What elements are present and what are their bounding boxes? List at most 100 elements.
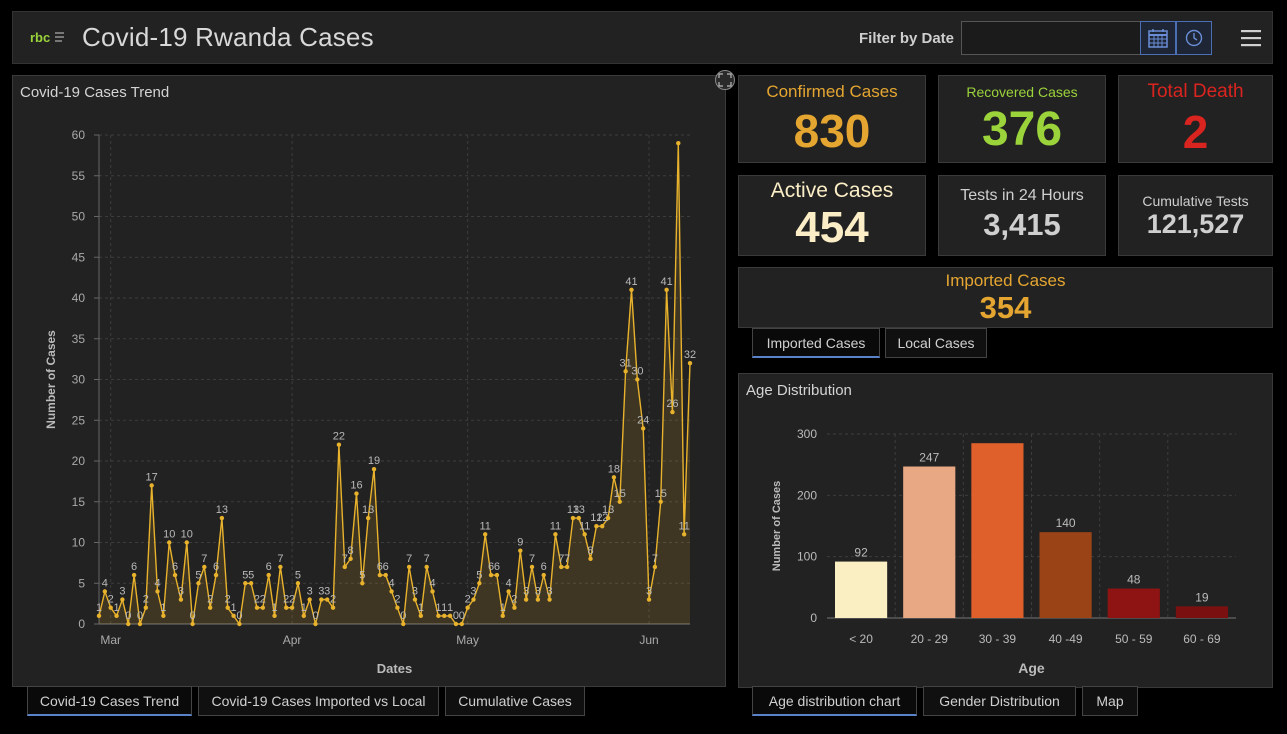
data-point (202, 564, 207, 570)
calendar-button[interactable] (1140, 21, 1176, 55)
data-label: 1 (500, 602, 506, 614)
data-label: 11 (550, 520, 561, 532)
data-label: 8 (348, 545, 354, 557)
tab-gender-distribution[interactable]: Gender Distribution (923, 686, 1076, 716)
data-label: 2 (108, 594, 114, 606)
data-point (319, 597, 324, 602)
data-point (623, 369, 628, 374)
y-tick-label: 0 (810, 611, 817, 625)
y-tick-label: 55 (72, 169, 86, 183)
y-tick-label: 60 (72, 128, 86, 142)
tab-age-distribution-chart[interactable]: Age distribution chart (752, 686, 917, 716)
data-point (248, 581, 254, 586)
data-label: 7 (558, 553, 564, 565)
data-label: 41 (660, 276, 672, 288)
data-point (178, 597, 184, 602)
data-point (161, 613, 166, 619)
data-point (617, 499, 622, 504)
data-label: 0 (137, 610, 143, 622)
logo-text: rbc (30, 30, 50, 45)
data-label: 2 (225, 594, 231, 606)
date-filter-input[interactable] (961, 21, 1141, 55)
tab-local-cases[interactable]: Local Cases (885, 328, 987, 358)
data-point (564, 564, 570, 570)
age-panel-title: Age Distribution (746, 382, 852, 399)
tab-cumulative-cases[interactable]: Cumulative Cases (445, 686, 585, 716)
data-point (126, 621, 131, 627)
series-line (98, 143, 691, 626)
cumulative-tests-value: 121,527 (1146, 209, 1245, 239)
data-point (377, 572, 383, 578)
bar (1107, 588, 1160, 618)
x-axis-title: Age (1018, 660, 1045, 676)
recovered-cases-label: Recovered Cases (966, 84, 1078, 100)
x-tick-label: Jun (639, 633, 658, 647)
data-point (418, 613, 424, 619)
data-point (570, 515, 576, 521)
tab-imported-vs-local[interactable]: Covid-19 Cases Imported vs Local (198, 686, 439, 716)
data-point (172, 572, 178, 578)
data-point (523, 597, 529, 602)
data-point (131, 572, 137, 578)
time-button[interactable] (1176, 21, 1212, 55)
data-point (676, 140, 681, 146)
y-tick-label: 0 (78, 617, 85, 631)
y-axis-title: Number of Cases (771, 481, 783, 571)
expand-button[interactable] (715, 70, 735, 90)
data-label: 31 (620, 357, 632, 369)
data-point (646, 597, 652, 602)
data-label: 2 (289, 594, 295, 606)
data-point (342, 564, 347, 570)
data-label: 10 (181, 529, 193, 541)
data-point (535, 597, 541, 602)
data-point (313, 621, 318, 627)
data-label: 16 (350, 480, 362, 492)
tab-cases-trend[interactable]: Covid-19 Cases Trend (27, 686, 192, 716)
data-point (360, 581, 365, 586)
data-point (196, 581, 201, 586)
imported-cases-label: Imported Cases (945, 271, 1066, 290)
data-point (465, 605, 470, 610)
data-label: 1 (113, 602, 119, 614)
data-point (687, 361, 693, 366)
y-tick-label: 25 (72, 413, 86, 427)
data-label: 7 (529, 553, 535, 565)
data-label: 3 (324, 586, 330, 598)
rbc-logo: rbc (30, 30, 64, 45)
tab-imported-cases[interactable]: Imported Cases (752, 328, 880, 358)
data-point (453, 621, 459, 627)
data-point (207, 605, 213, 610)
tests-24-hours-label: Tests in 24 Hours (960, 187, 1084, 204)
menu-icon[interactable] (1239, 26, 1263, 50)
data-label: 5 (359, 569, 365, 581)
active-cases-value: 454 (795, 203, 869, 252)
data-point (365, 515, 371, 521)
data-label: 3 (119, 586, 125, 598)
age-distribution-panel: Age Distribution 0 100 200 300 92 < 20 247 20 -… (738, 373, 1273, 688)
data-point (243, 581, 248, 586)
data-label: 0 (459, 610, 465, 622)
y-tick-label: 15 (72, 495, 86, 509)
imported-cases-card: Imported Cases 354 (738, 267, 1273, 328)
data-label: 8 (587, 545, 593, 557)
data-label: 5 (195, 569, 201, 581)
data-label: 4 (429, 577, 435, 589)
data-label: 7 (342, 553, 348, 565)
data-point (348, 556, 353, 561)
data-point (96, 613, 102, 619)
app-header: rbc Covid-19 Rwanda Cases Filter by Date (12, 11, 1273, 64)
data-point (424, 564, 429, 570)
data-label: 6 (131, 561, 137, 573)
data-point (477, 581, 482, 586)
data-label: 2 (143, 594, 149, 606)
bar-value-label: 140 (1056, 516, 1076, 530)
data-label: 6 (213, 561, 219, 573)
data-label: 7 (652, 553, 658, 565)
age-distribution-chart: 0 100 200 300 92 < 20 247 20 - 29 30 - 39 140 40 -… (771, 427, 1236, 676)
data-point (459, 621, 464, 627)
data-point (231, 613, 236, 619)
data-label: 0 (125, 610, 131, 622)
tab-map[interactable]: Map (1082, 686, 1138, 716)
data-point (330, 605, 336, 610)
data-point (582, 532, 587, 537)
